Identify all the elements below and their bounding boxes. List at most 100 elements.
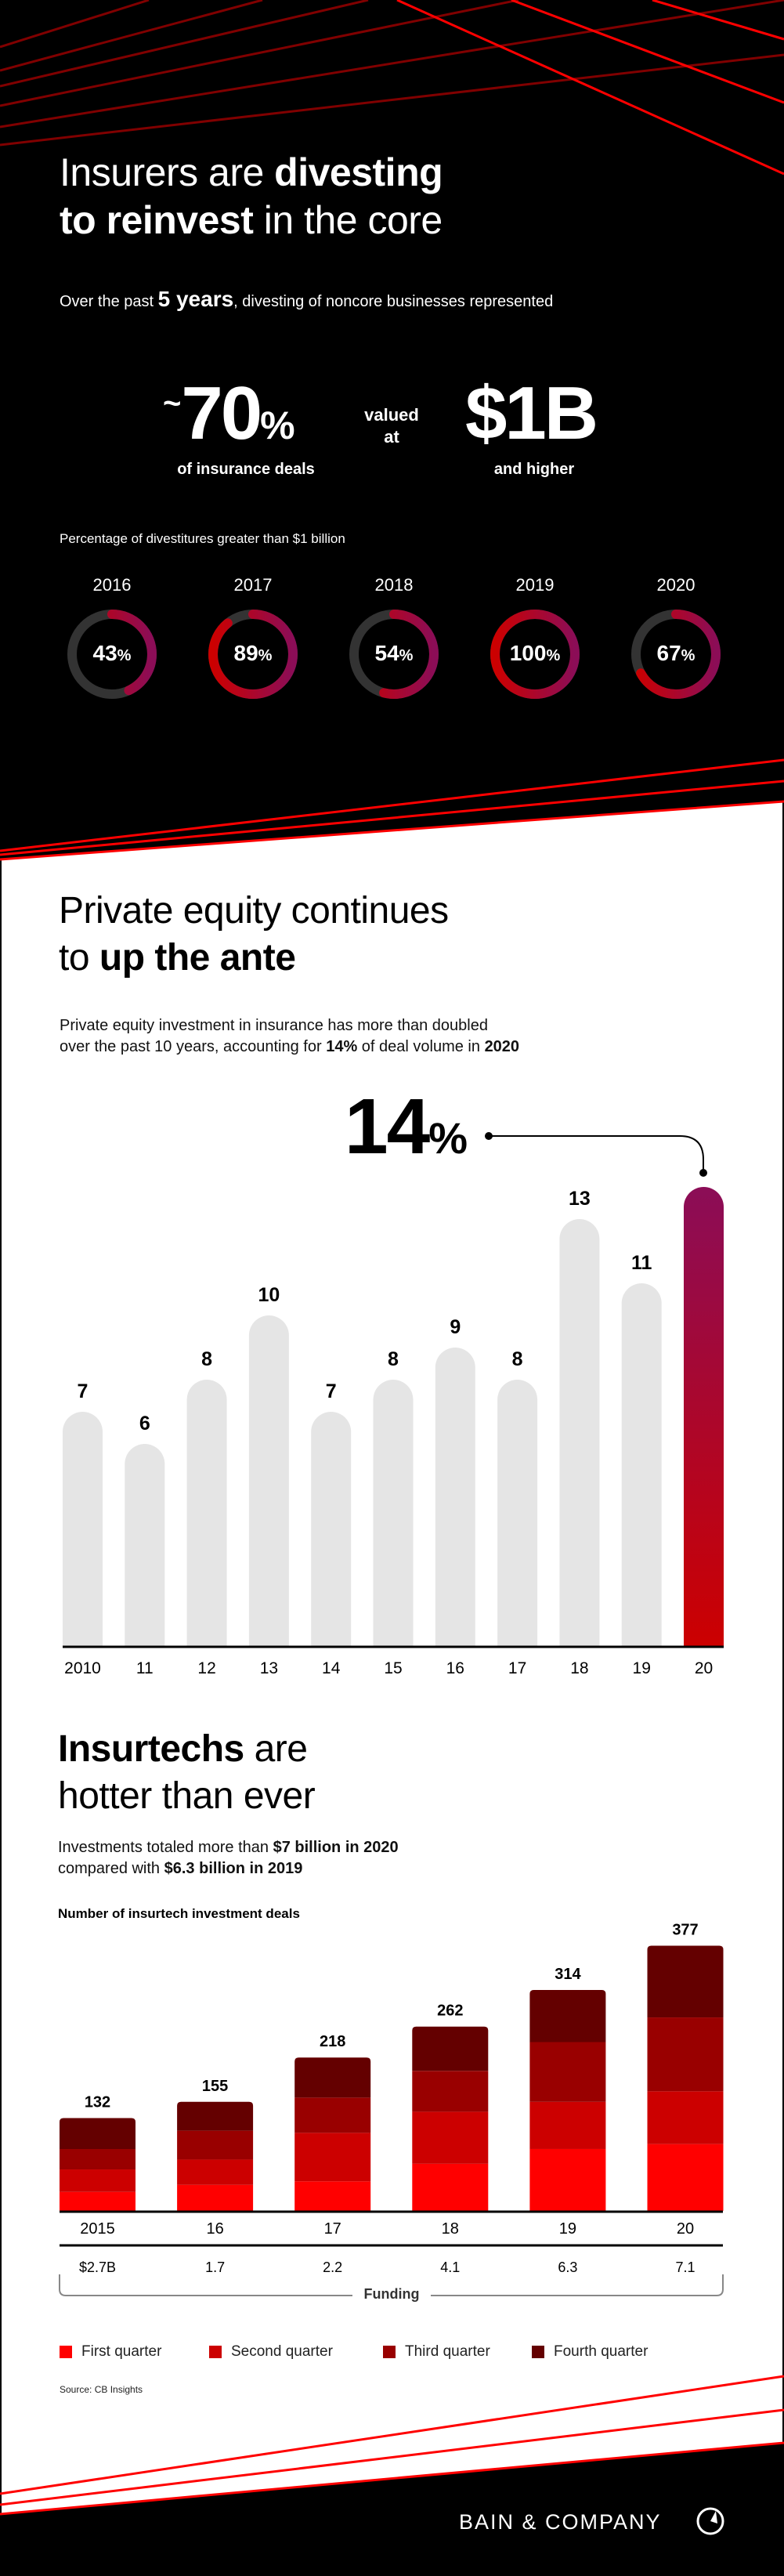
stack-segment-second-quarter <box>412 2111 489 2164</box>
funding-value: 4.1 <box>440 2259 460 2275</box>
body-bold: $6.3 billion in 2019 <box>164 1860 303 1877</box>
pe-bar-value: 6 <box>139 1413 150 1435</box>
funding-value: $2.7B <box>79 2259 116 2275</box>
title-light-text: hotter than ever <box>58 1775 316 1817</box>
section3-body: Investments totaled more than $7 billion… <box>58 1837 763 1880</box>
top-dark-lines <box>0 0 784 147</box>
pe-year-label: 12 <box>197 1659 215 1677</box>
legend-label: Fourth quarter <box>554 2343 649 2360</box>
stat-1b: $1B <box>465 371 598 455</box>
legend-swatch <box>209 2346 222 2358</box>
callout-unit: % <box>428 1113 468 1163</box>
connector-line-2: at <box>384 427 399 447</box>
body-text: compared with <box>58 1860 164 1877</box>
legend: First quarter Second quarter Third quart… <box>60 2343 648 2361</box>
callout-dot-end <box>699 1169 707 1177</box>
bain-logo-text: BAIN & COMPANY <box>459 2510 662 2534</box>
stack-segment-second-quarter <box>647 2091 724 2144</box>
donut-unit: % <box>399 647 414 664</box>
pe-bar-2010 <box>63 1412 103 1646</box>
callout-connector <box>489 1135 704 1173</box>
stack-year-label: 19 <box>559 2220 576 2238</box>
donut-year-label: 2017 <box>233 575 273 595</box>
pe-bar-value: 7 <box>326 1380 337 1402</box>
callout-dot-start <box>485 1132 493 1140</box>
legend-swatch <box>60 2346 72 2358</box>
donut-arc-2018 <box>349 610 439 699</box>
donut-caption: Percentage of divestitures greater than … <box>60 531 345 546</box>
donut-arc-2017 <box>208 610 298 699</box>
donut-value-label: 43% <box>65 641 159 666</box>
donut-arc-2019 <box>490 610 580 699</box>
stack-segment-first-quarter <box>294 2181 371 2211</box>
stack-segment-fourth-quarter <box>294 2057 371 2098</box>
stack-segment-fourth-quarter <box>60 2118 135 2149</box>
stack-total-label: 132 <box>85 2093 110 2111</box>
funding-value: 6.3 <box>558 2259 577 2275</box>
title-bold-text: divesting <box>274 150 443 194</box>
donut-value-label: 67% <box>629 641 723 666</box>
stack-segment-third-quarter <box>60 2148 135 2170</box>
section2-title: Private equity continues to up the ante <box>59 888 685 982</box>
pe-year-label: 11 <box>136 1659 154 1677</box>
body-line: Private equity investment in insurance h… <box>60 1017 488 1034</box>
stack-segment-first-quarter <box>60 2191 135 2211</box>
pe-year-label: 13 <box>260 1659 278 1677</box>
subtitle-text: Over the past <box>60 293 158 310</box>
stack-segment-fourth-quarter <box>647 1945 724 2018</box>
stack-segment-third-quarter <box>412 2071 489 2112</box>
stat-value: 70 <box>181 371 262 455</box>
stack-segment-first-quarter <box>412 2163 489 2211</box>
stack-segment-third-quarter <box>529 2042 606 2102</box>
bain-logo-icon <box>696 2507 724 2535</box>
stat-tilde: ~ <box>163 386 182 421</box>
body-text: Investments totaled more than <box>58 1839 273 1856</box>
funding-value: 2.2 <box>323 2259 342 2275</box>
donut-unit: % <box>117 647 132 664</box>
pe-year-label: 17 <box>508 1659 526 1677</box>
donut-unit: % <box>546 647 561 664</box>
stack-segment-second-quarter <box>177 2159 254 2185</box>
stack-segment-first-quarter <box>177 2184 254 2211</box>
stack-total-label: 377 <box>672 1921 698 1938</box>
funding-label: Funding <box>352 2286 431 2303</box>
title-bold-text: Insurtechs <box>58 1728 244 1770</box>
title-light-text: in the core <box>253 198 443 242</box>
stat-1b-label: and higher <box>493 461 575 478</box>
title-light-text: are <box>244 1728 308 1770</box>
donut-svg <box>67 610 721 699</box>
stack-segment-third-quarter <box>177 2130 254 2160</box>
section3-title: Insurtechs are hotter than ever <box>58 1726 685 1820</box>
donut-value: 100 <box>509 641 547 665</box>
pe-year-label: 19 <box>633 1659 651 1677</box>
pe-bar-13 <box>248 1315 289 1646</box>
donut-value: 54 <box>374 641 399 665</box>
title-light-text: Private equity continues <box>59 890 449 932</box>
pe-bar-14 <box>311 1412 352 1646</box>
top-red-lines <box>396 0 784 175</box>
title-bold-text: to reinvest <box>60 198 254 242</box>
donut-value: 89 <box>233 641 258 665</box>
pe-bar-value: 8 <box>201 1348 212 1370</box>
pe-bar-18 <box>559 1219 600 1646</box>
stat-70-percent: ~70% <box>163 376 295 451</box>
donut-value: 67 <box>656 641 681 665</box>
title-bold-text: up the ante <box>99 937 296 979</box>
pe-bar-16 <box>435 1348 475 1646</box>
stat-70-label: of insurance deals <box>177 461 315 478</box>
donut-year-label: 2019 <box>515 575 555 595</box>
insurtech-chart-title: Number of insurtech investment deals <box>58 1906 300 1921</box>
pe-bar-11 <box>125 1444 165 1646</box>
stack-segment-fourth-quarter <box>412 2026 489 2071</box>
stack-segment-fourth-quarter <box>529 1990 606 2042</box>
funding-value: 7.1 <box>675 2259 695 2275</box>
subtitle-bold: 5 years <box>157 287 234 311</box>
donut-value-label: 54% <box>347 641 441 666</box>
connector-line-1: valued <box>364 405 419 425</box>
pe-bar-value: 7 <box>78 1380 89 1402</box>
body-text: of deal volume in <box>357 1038 485 1055</box>
stack-segment-fourth-quarter <box>177 2101 254 2131</box>
stack-segment-first-quarter <box>647 2144 724 2211</box>
donut-value-label: 100% <box>488 641 582 666</box>
pe-bar-20 <box>684 1187 724 1646</box>
